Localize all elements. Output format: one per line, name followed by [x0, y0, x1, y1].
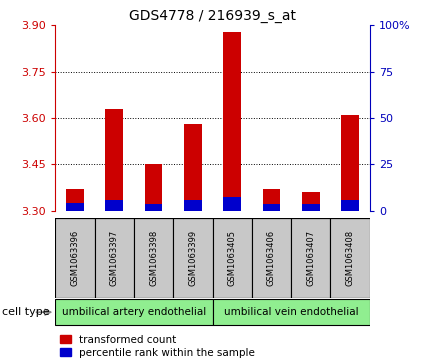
Bar	[263, 189, 280, 211]
Text: GSM1063399: GSM1063399	[188, 230, 197, 286]
Text: GSM1063396: GSM1063396	[71, 230, 79, 286]
Bar	[223, 197, 241, 211]
Text: GSM1063407: GSM1063407	[306, 230, 315, 286]
Bar	[144, 164, 162, 211]
Text: GSM1063406: GSM1063406	[267, 230, 276, 286]
Bar	[184, 200, 202, 211]
Bar	[55, 299, 212, 325]
Legend: transformed count, percentile rank within the sample: transformed count, percentile rank withi…	[60, 335, 255, 358]
Bar	[223, 32, 241, 211]
Bar	[212, 299, 370, 325]
Title: GDS4778 / 216939_s_at: GDS4778 / 216939_s_at	[129, 9, 296, 23]
Bar	[331, 218, 370, 298]
Bar	[291, 218, 331, 298]
Text: umbilical artery endothelial: umbilical artery endothelial	[62, 307, 206, 317]
Bar	[55, 218, 94, 298]
Bar	[134, 218, 173, 298]
Bar	[212, 218, 252, 298]
Bar	[94, 218, 134, 298]
Bar	[302, 192, 320, 211]
Bar	[105, 109, 123, 211]
Bar	[263, 204, 280, 211]
Text: GSM1063397: GSM1063397	[110, 230, 119, 286]
Text: GSM1063398: GSM1063398	[149, 230, 158, 286]
Bar	[184, 124, 202, 211]
Bar	[105, 200, 123, 211]
Bar	[341, 200, 359, 211]
Text: GSM1063405: GSM1063405	[228, 230, 237, 286]
Text: GSM1063408: GSM1063408	[346, 230, 354, 286]
Text: umbilical vein endothelial: umbilical vein endothelial	[224, 307, 358, 317]
Bar	[341, 115, 359, 211]
Bar	[66, 189, 84, 211]
Bar	[66, 203, 84, 211]
Bar	[302, 204, 320, 211]
Bar	[173, 218, 212, 298]
Text: cell type: cell type	[2, 307, 50, 317]
Bar	[252, 218, 291, 298]
Bar	[144, 204, 162, 211]
